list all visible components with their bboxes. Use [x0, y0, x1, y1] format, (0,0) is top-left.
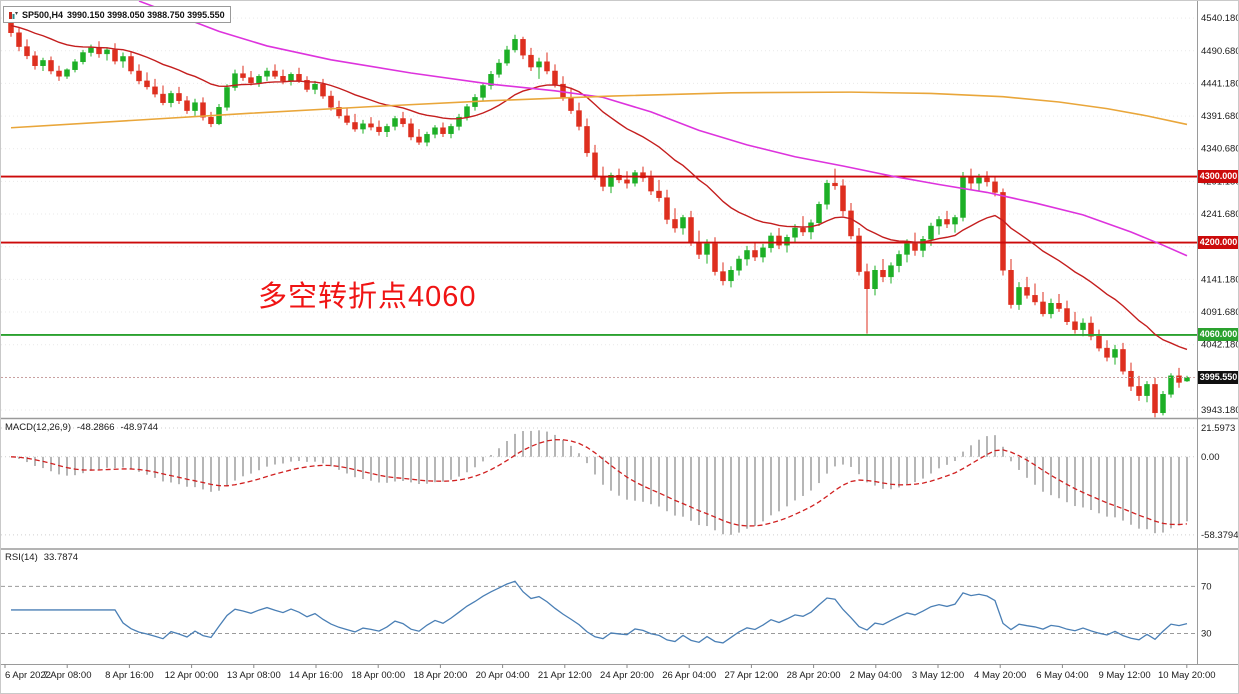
svg-text:12 Apr 00:00: 12 Apr 00:00	[165, 670, 219, 681]
macd-scale-labels[interactable]: 21.5973 0.00 -58.3794	[1201, 423, 1239, 541]
svg-text:4340.680: 4340.680	[1201, 144, 1239, 155]
moving-averages	[10, 1, 1188, 351]
rsi-indicator-label: RSI(14) 33.7874	[5, 552, 78, 563]
hline-4060-badge: 4060.000	[1198, 328, 1238, 342]
svg-text:4540.180: 4540.180	[1201, 13, 1239, 24]
macd-main-value: -48.2866	[77, 422, 115, 433]
svg-text:30: 30	[1201, 629, 1212, 640]
svg-text:7 Apr 08:00: 7 Apr 08:00	[43, 670, 92, 681]
svg-text:26 Apr 04:00: 26 Apr 04:00	[662, 670, 716, 681]
svg-text:4 May 20:00: 4 May 20:00	[974, 670, 1026, 681]
main-gridlines	[1, 17, 1197, 411]
rsi-levels	[1, 585, 1197, 635]
svg-text:6 May 04:00: 6 May 04:00	[1036, 670, 1088, 681]
chart-symbol-period: SP500,H4	[22, 9, 64, 20]
svg-text:21.5973: 21.5973	[1201, 423, 1235, 434]
ma-slow-line	[10, 91, 1188, 129]
chart-annotation-text[interactable]: 多空转折点4060	[258, 281, 477, 313]
svg-text:4241.680: 4241.680	[1201, 209, 1239, 220]
svg-text:2 May 04:00: 2 May 04:00	[850, 670, 902, 681]
rsi-value: 33.7874	[43, 552, 79, 563]
svg-text:8 Apr 16:00: 8 Apr 16:00	[105, 670, 154, 681]
candlesticks	[8, 17, 1190, 418]
svg-text:10 May 20:00: 10 May 20:00	[1158, 670, 1216, 681]
price-scale-labels[interactable]: 4540.180 4490.680 4441.180 4391.680 4340.680…	[1201, 13, 1239, 416]
chart-title-box: SP500,H4 3990.150 3998.050 3988.750 3995…	[3, 6, 231, 23]
svg-text:9 May 12:00: 9 May 12:00	[1098, 670, 1150, 681]
svg-text:18 Apr 20:00: 18 Apr 20:00	[413, 670, 467, 681]
svg-text:6 Apr 2022: 6 Apr 2022	[5, 670, 51, 681]
macd-indicator-label: MACD(12,26,9) -48.2866 -48.9744	[5, 422, 158, 433]
rsi-name: RSI(14)	[5, 552, 38, 563]
svg-text:-58.3794: -58.3794	[1201, 530, 1239, 541]
macd-name: MACD(12,26,9)	[5, 422, 71, 433]
svg-text:18 Apr 00:00: 18 Apr 00:00	[351, 670, 405, 681]
chart-ohlc-values: 3990.150 3998.050 3988.750 3995.550	[67, 9, 225, 20]
macd-signal-line	[10, 439, 1188, 527]
svg-text:13 Apr 08:00: 13 Apr 08:00	[227, 670, 281, 681]
macd-histogram	[18, 430, 1188, 535]
svg-text:21 Apr 12:00: 21 Apr 12:00	[538, 670, 592, 681]
macd-gridlines	[1, 427, 1197, 536]
svg-text:24 Apr 20:00: 24 Apr 20:00	[600, 670, 654, 681]
svg-text:4141.180: 4141.180	[1201, 274, 1239, 285]
svg-text:3943.180: 3943.180	[1201, 405, 1239, 416]
svg-text:4490.680: 4490.680	[1201, 46, 1239, 57]
panel-frame	[1, 1, 1238, 665]
svg-text:0.00: 0.00	[1201, 452, 1220, 463]
svg-text:4042.180: 4042.180	[1201, 340, 1239, 351]
macd-signal-value: -48.9744	[120, 422, 159, 433]
hline-4200-badge: 4200.000	[1198, 236, 1238, 250]
rsi-line	[11, 580, 1188, 644]
ma-fast-line	[10, 24, 1188, 351]
current-price-badge: 3995.550	[1198, 370, 1238, 384]
svg-text:3 May 12:00: 3 May 12:00	[912, 670, 964, 681]
svg-text:4441.180: 4441.180	[1201, 78, 1239, 89]
svg-text:70: 70	[1201, 581, 1212, 592]
rsi-scale-labels[interactable]: 70 30	[1201, 581, 1212, 639]
svg-text:4391.680: 4391.680	[1201, 111, 1239, 122]
svg-text:14 Apr 16:00: 14 Apr 16:00	[289, 670, 343, 681]
svg-text:28 Apr 20:00: 28 Apr 20:00	[787, 670, 841, 681]
svg-text:27 Apr 12:00: 27 Apr 12:00	[724, 670, 778, 681]
hline-4300-badge: 4300.000	[1198, 170, 1238, 184]
ma-medium-line	[138, 1, 1188, 257]
chart-symbol-icon	[9, 12, 18, 19]
svg-text:20 Apr 04:00: 20 Apr 04:00	[476, 670, 530, 681]
svg-text:4091.680: 4091.680	[1201, 307, 1239, 318]
